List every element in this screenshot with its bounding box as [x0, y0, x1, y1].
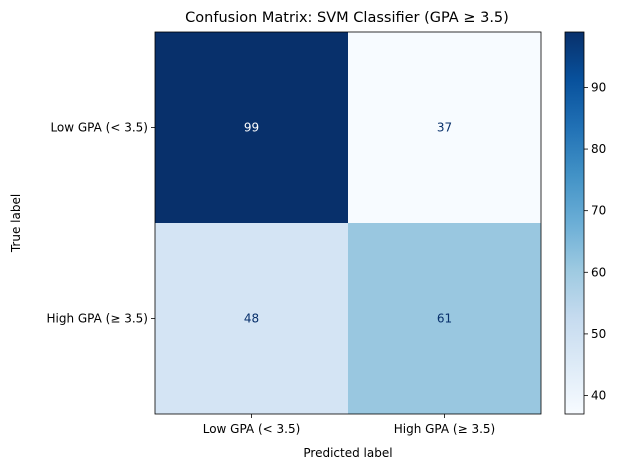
heatmap-cell	[155, 223, 348, 414]
heatmap-cell-value: 37	[437, 121, 452, 135]
x-axis-label: Predicted label	[303, 446, 392, 460]
heatmap-cell	[348, 223, 541, 414]
colorbar	[564, 31, 585, 415]
x-axis-ticks: Low GPA (< 3.5) High GPA (≥ 3.5)	[203, 414, 496, 436]
colorbar-tick-label: 70	[591, 204, 606, 218]
x-tick-label: Low GPA (< 3.5)	[203, 422, 301, 436]
colorbar-tick-label: 80	[591, 142, 606, 156]
y-axis-ticks: Low GPA (< 3.5) High GPA (≥ 3.5)	[46, 121, 155, 326]
colorbar-ticks: 40 50 60 70 80 90	[584, 80, 606, 403]
heatmap-cell-labels: 99 37 48 61	[244, 121, 452, 326]
heatmap-cell	[348, 32, 541, 223]
y-axis-label: True label	[9, 194, 23, 253]
chart-title: Confusion Matrix: SVM Classifier (GPA ≥ …	[185, 10, 509, 26]
heatmap-cells	[155, 32, 541, 414]
colorbar-tick-label: 60	[591, 265, 606, 279]
x-tick-label: High GPA (≥ 3.5)	[394, 422, 496, 436]
colorbar-tick-label: 90	[591, 80, 606, 94]
y-tick-label: High GPA (≥ 3.5)	[46, 312, 148, 326]
heatmap-cell-value: 99	[244, 121, 259, 135]
heatmap-cell	[155, 32, 348, 223]
heatmap-cell-value: 61	[437, 312, 452, 326]
colorbar-tick-label: 40	[591, 389, 606, 403]
y-tick-label: Low GPA (< 3.5)	[50, 121, 148, 135]
plot-frame	[154, 31, 542, 415]
heatmap-cell-value: 48	[244, 312, 259, 326]
colorbar-tick-label: 50	[591, 327, 606, 341]
